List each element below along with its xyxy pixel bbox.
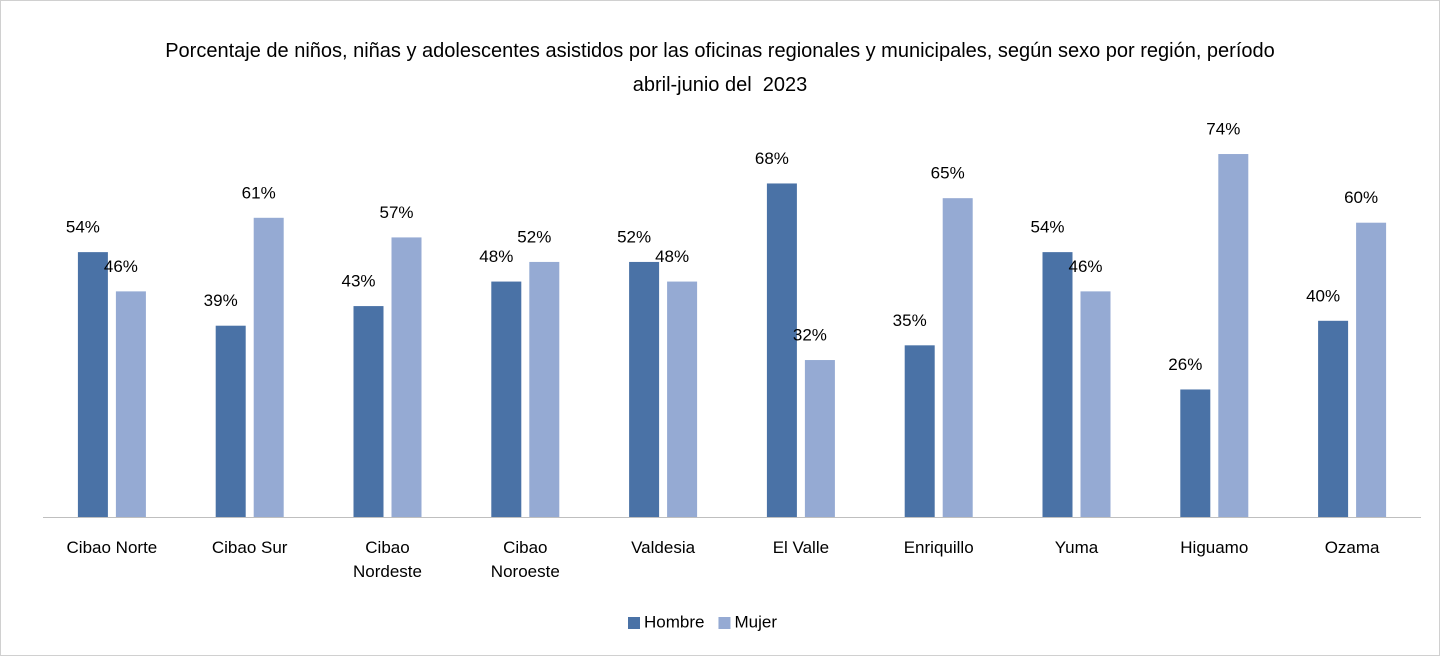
bar xyxy=(1042,252,1073,517)
bar xyxy=(629,261,660,517)
bar xyxy=(804,360,835,517)
bar xyxy=(529,261,560,517)
x-tick-label: Cibao Nordeste xyxy=(353,538,422,581)
x-tick-label: Enriquillo xyxy=(903,538,974,557)
bar xyxy=(115,291,146,517)
data-label: 40% xyxy=(1306,286,1340,305)
bar xyxy=(1356,222,1387,517)
bar xyxy=(253,217,284,518)
data-label: 60% xyxy=(1344,188,1378,207)
data-label: 52% xyxy=(517,227,551,246)
x-tick-label: Cibao Sur xyxy=(211,538,288,557)
data-label: 48% xyxy=(655,247,689,266)
data-label: 57% xyxy=(379,203,413,222)
legend-swatch xyxy=(718,617,731,629)
data-label: 61% xyxy=(242,183,276,202)
data-label: 52% xyxy=(617,227,651,246)
legend-label: Mujer xyxy=(734,612,777,631)
bar xyxy=(942,198,973,518)
x-tick-label: El Valle xyxy=(772,538,830,557)
chart-title: Porcentaje de niños, niñas y adolescente… xyxy=(165,40,1281,96)
bar xyxy=(766,183,797,517)
bar xyxy=(1218,154,1249,517)
data-label: 46% xyxy=(1068,257,1102,276)
bar xyxy=(353,306,384,517)
x-tick-label: Cibao Noroeste xyxy=(490,538,560,581)
bar xyxy=(1180,389,1211,517)
data-label: 68% xyxy=(755,149,789,168)
data-label: 32% xyxy=(793,326,827,345)
data-label: 65% xyxy=(931,164,965,183)
data-label: 39% xyxy=(204,291,238,310)
bar xyxy=(1080,291,1111,517)
data-label: 54% xyxy=(66,218,100,237)
legend-swatch xyxy=(628,617,640,629)
x-tick-label: Valdesia xyxy=(631,538,696,557)
data-label: 46% xyxy=(104,257,138,276)
x-tick-label: Higuamo xyxy=(1180,538,1249,557)
legend-label: Hombre xyxy=(644,612,704,631)
data-label: 74% xyxy=(1206,120,1240,139)
bar xyxy=(667,281,698,517)
data-label: 35% xyxy=(893,311,927,330)
x-tick-label: Yuma xyxy=(1054,538,1099,557)
bar xyxy=(215,325,246,517)
bar xyxy=(1318,320,1349,517)
x-tick-label: Ozama xyxy=(1324,538,1380,557)
bar xyxy=(391,237,422,518)
data-label: 26% xyxy=(1168,355,1202,374)
x-tick-label: Cibao Norte xyxy=(66,538,158,557)
bar xyxy=(904,345,935,517)
data-label: 43% xyxy=(341,272,375,291)
bar xyxy=(77,252,108,517)
data-label: 54% xyxy=(1030,218,1064,237)
data-label: 48% xyxy=(479,247,513,266)
bar xyxy=(491,281,522,517)
